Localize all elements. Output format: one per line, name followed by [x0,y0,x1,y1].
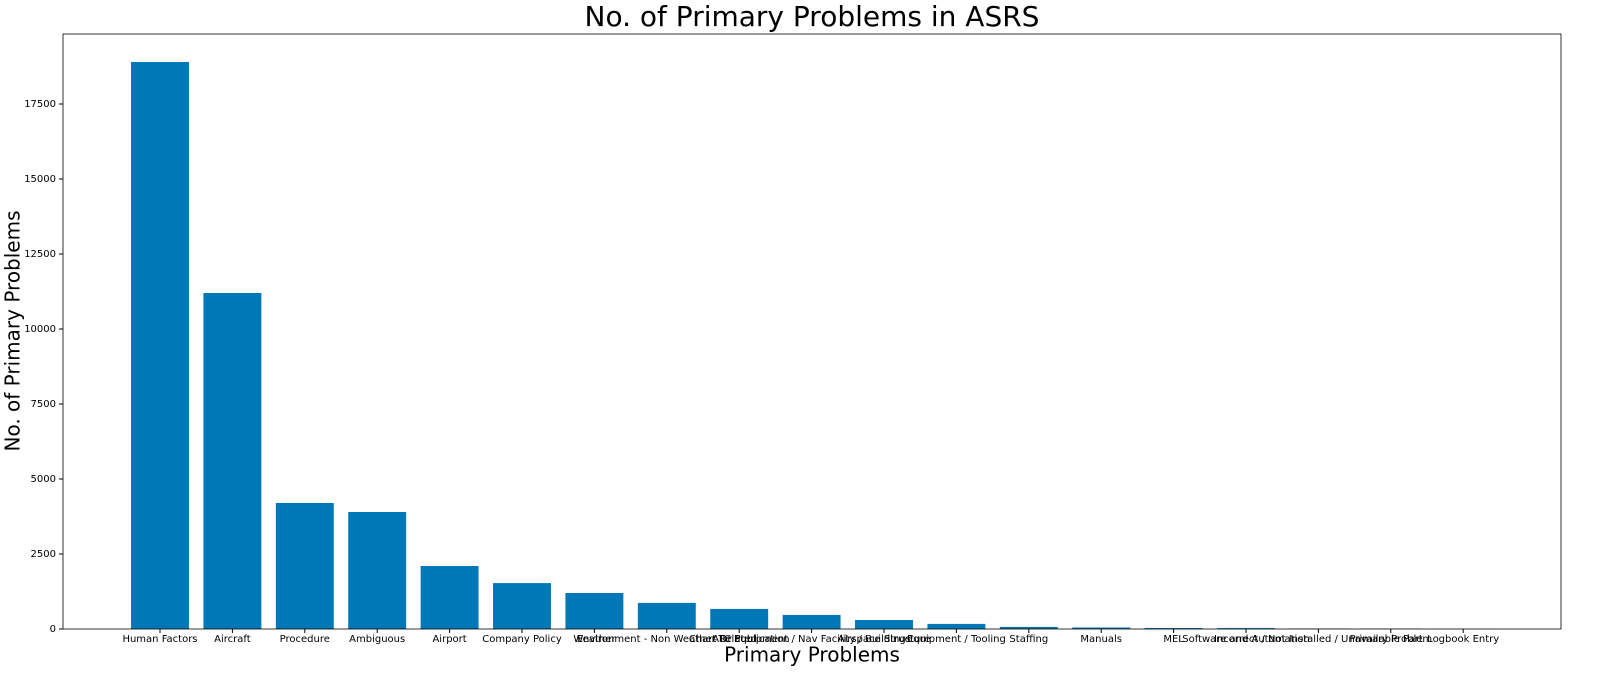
x-tick-label: Airport [432,634,466,645]
y-tick-label: 15000 [24,174,56,185]
chart-title: No. of Primary Problems in ASRS [585,0,1040,33]
x-tick-label: Manuals [1080,634,1122,645]
x-tick-label: Company Policy [482,634,562,645]
bar [275,502,334,629]
bar [710,608,769,629]
y-tick-label: 10000 [24,324,56,335]
x-tick-label: Equipment / Tooling [907,634,1006,645]
bar [1072,627,1131,629]
bar [637,602,696,629]
x-tick-label: Chart Or Publication [689,634,790,645]
y-tick-label: 2500 [31,549,56,560]
bar [1217,628,1275,629]
bar [855,619,913,629]
bar [782,614,841,629]
x-tick-label: Incorrect / Not Installed / Unavailable … [1214,634,1423,645]
x-tick-label: Logbook Entry [1427,634,1499,645]
x-tick-label: Ambiguous [349,634,405,645]
x-tick-label: Airspace Structure [838,634,931,645]
bar [203,292,262,629]
bar [999,626,1058,629]
bar [420,565,479,629]
x-tick-label: ATC Equipment / Nav Facility / Buildings [712,634,911,645]
y-tick-label: 5000 [31,474,56,485]
x-tick-label: Environment - Non Weather Related [577,634,757,645]
x-tick-label: Procedure [280,634,330,645]
bar [1144,627,1203,629]
x-tick-label: Software and Automation [1182,634,1310,645]
x-tick-label: MEL [1163,634,1184,645]
x-tick-label: Staffing [1009,634,1048,645]
y-tick-label: 12500 [24,249,56,260]
x-tick-label: Aircraft [214,634,251,645]
bar [348,511,407,629]
x-axis-label: Primary Problems [724,643,900,667]
y-tick-label: 17500 [24,99,56,110]
y-tick-label: 7500 [31,399,56,410]
plot-frame [62,33,1562,630]
bar [927,623,986,629]
x-tick-label: Human Factors [122,634,197,645]
y-axis-label: No. of Primary Problems [1,210,25,451]
x-tick-label: Weather [573,634,616,645]
bar [131,61,189,629]
bar [565,592,624,629]
bar [493,583,551,629]
x-tick-label: Primary Problem [1349,634,1432,645]
y-tick-label: 0 [50,624,56,635]
